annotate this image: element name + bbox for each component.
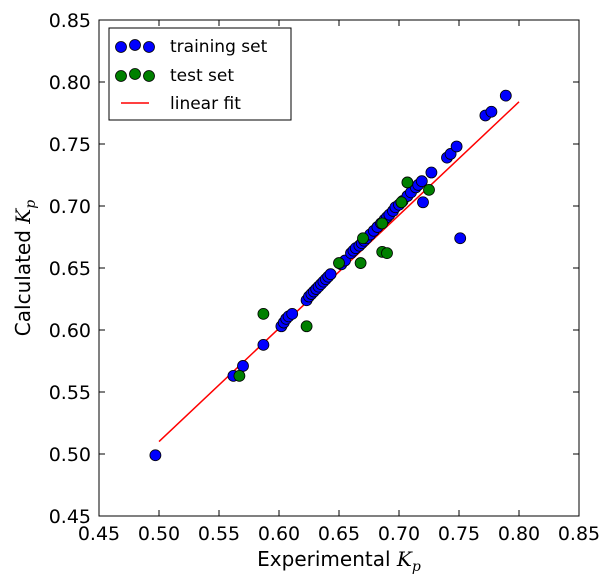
x-tick-label: 0.45 (78, 523, 120, 545)
data-points-layer (149, 89, 512, 462)
training-point (454, 232, 467, 245)
x-axis-label: Experimental Kp (257, 547, 421, 575)
training-point (257, 338, 270, 351)
legend-marker-training (143, 41, 155, 53)
legend-marker-training (129, 39, 141, 51)
x-tick-label: 0.60 (258, 523, 300, 545)
test-point (300, 320, 313, 333)
training-point (485, 105, 498, 118)
legend-label-test: test set (170, 66, 234, 86)
test-point (381, 247, 393, 260)
training-point (324, 268, 337, 281)
test-point (376, 217, 389, 230)
training-point (417, 196, 429, 209)
y-tick-label: 0.60 (49, 320, 91, 342)
y-tick-label: 0.45 (49, 506, 91, 528)
test-point (395, 196, 408, 209)
x-tick-label: 0.85 (558, 523, 600, 545)
training-point (149, 449, 162, 462)
legend-marker-test (115, 70, 127, 82)
training-point (415, 175, 428, 188)
tick-labels: 0.45 0.50 0.55 0.60 0.65 0.70 0.75 0.80 0.85 0.45… (49, 10, 600, 545)
x-tick-label: 0.80 (498, 523, 540, 545)
y-tick-label: 0.80 (49, 72, 91, 94)
legend-label-fit: linear fit (170, 94, 241, 114)
x-tick-label: 0.55 (198, 523, 240, 545)
legend-marker-training (115, 41, 127, 53)
training-point (286, 307, 299, 320)
legend-label-training: training set (170, 37, 268, 57)
legend-marker-test (129, 68, 141, 80)
x-tick-label: 0.50 (138, 523, 180, 545)
test-point (257, 307, 270, 320)
legend-marker-test (143, 70, 155, 82)
legend: training set test set linear fit (108, 27, 292, 121)
x-tick-label: 0.75 (438, 523, 480, 545)
training-point (425, 166, 438, 179)
x-tick-label: 0.65 (318, 523, 360, 545)
y-tick-label: 0.85 (49, 10, 91, 32)
test-point (354, 257, 367, 269)
x-tick-label: 0.70 (378, 523, 420, 545)
fit-line-layer (158, 101, 520, 443)
test-point (233, 369, 246, 382)
y-tick-label: 0.55 (49, 382, 91, 404)
y-tick-label: 0.70 (49, 196, 91, 218)
y-tick-label: 0.75 (49, 134, 91, 156)
legend-item-training: training set (115, 37, 268, 57)
test-point (333, 257, 345, 269)
y-tick-label: 0.65 (49, 258, 91, 280)
legend-item-fit: linear fit (121, 94, 241, 114)
test-point (401, 176, 414, 189)
training-point (450, 140, 463, 153)
plot-frame (98, 19, 580, 517)
training-point (237, 360, 249, 372)
test-point (357, 232, 369, 245)
training-point (499, 89, 512, 102)
y-axis-label: Calculated Kp (11, 200, 39, 336)
legend-item-test: test set (115, 66, 234, 86)
test-point (423, 183, 435, 196)
y-tick-label: 0.50 (49, 444, 91, 466)
linear-fit-line (158, 101, 520, 443)
